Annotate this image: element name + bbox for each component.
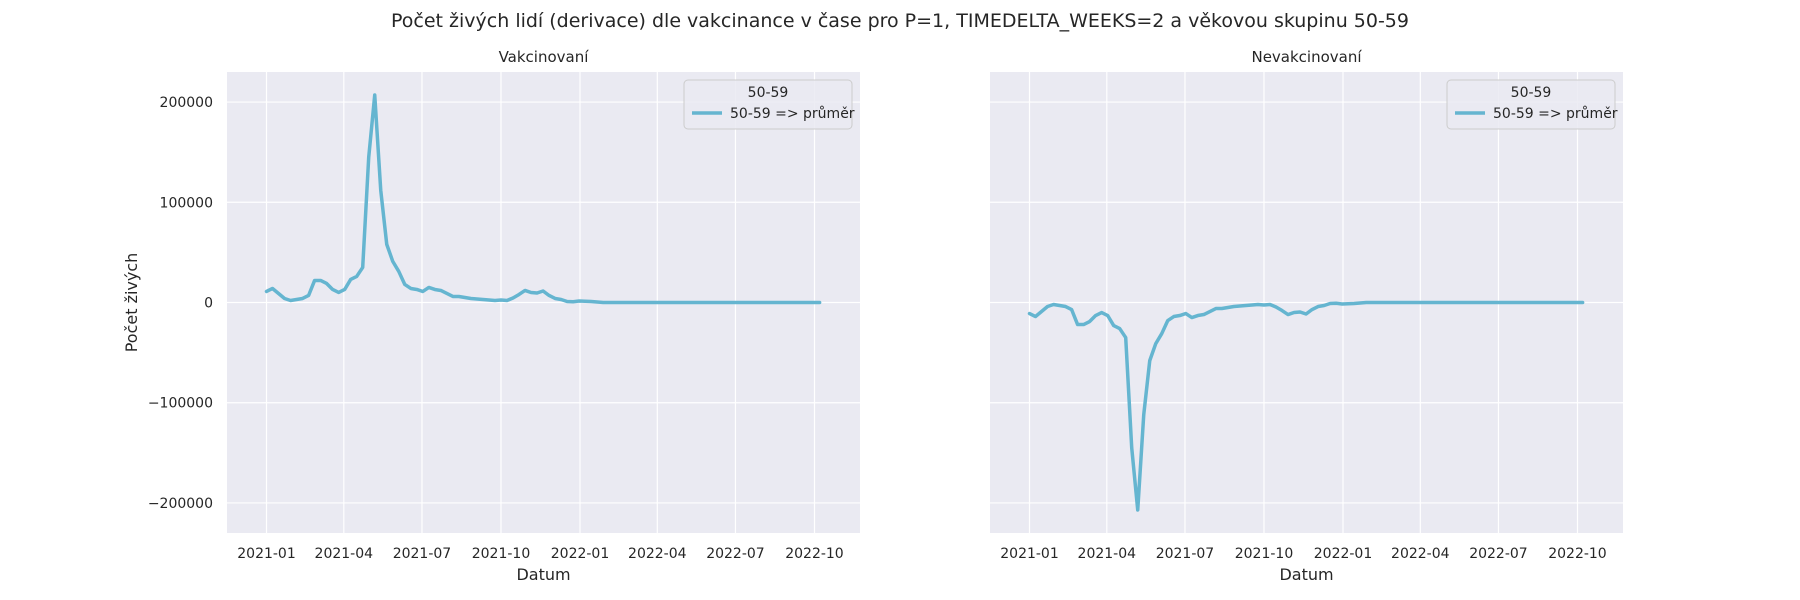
axes-title: Nevakcinovaní	[1251, 48, 1362, 66]
legend-box	[1446, 79, 1616, 130]
x-tick-label: 2021-04	[315, 546, 374, 562]
x-tick-label: 2021-07	[1156, 546, 1215, 562]
y-tick-label: 0	[204, 296, 213, 312]
x-tick-label: 2021-04	[1078, 546, 1137, 562]
legend: 50-59 50-59 => průměr	[683, 79, 855, 130]
x-tick-label: 2022-10	[785, 546, 844, 562]
x-tick-label: 2022-01	[1314, 546, 1373, 562]
x-axis-label: Datum	[516, 565, 570, 584]
series-line	[264, 93, 822, 305]
x-tick-label: 2022-10	[1548, 546, 1607, 562]
x-tick-label: 2022-01	[551, 546, 610, 562]
series-line	[1027, 300, 1585, 512]
legend-box	[683, 79, 853, 130]
legend: 50-59 50-59 => průměr	[1446, 79, 1618, 130]
x-tick-label: 2021-10	[1235, 546, 1294, 562]
legend-entry: 50-59 => průměr	[730, 106, 855, 122]
x-tick-label: 2021-01	[237, 546, 296, 562]
x-tick-label: 2021-07	[393, 546, 452, 562]
x-tick-label: 2022-07	[1469, 546, 1528, 562]
y-tick-label: −200000	[148, 496, 213, 512]
x-axis-label: Datum	[1279, 565, 1333, 584]
axes-title: Vakcinovaní	[499, 48, 590, 66]
figure-suptitle: Počet živých lidí (derivace) dle vakcina…	[391, 10, 1409, 32]
y-tick-label: 100000	[160, 195, 213, 211]
legend-title: 50-59	[748, 85, 789, 101]
x-tick-label: 2022-07	[706, 546, 765, 562]
legend-entry: 50-59 => průměr	[1493, 106, 1618, 122]
x-tick-label: 2021-01	[1000, 546, 1059, 562]
unvaccinated-panel: 2021-01 2021-04 2021-07 2021-10 2022-01 2022-…	[990, 48, 1623, 584]
vaccinated-panel: −200000 −100000 0 100000 200000 2021-01 2021-0…	[122, 48, 860, 584]
x-tick-label: 2021-10	[472, 546, 531, 562]
y-axis-label: Počet živých	[122, 253, 141, 353]
x-tick-label: 2022-04	[628, 546, 687, 562]
x-tick-label: 2022-04	[1391, 546, 1450, 562]
y-tick-label: −100000	[148, 396, 213, 412]
y-tick-label: 200000	[160, 95, 213, 111]
legend-title: 50-59	[1511, 85, 1552, 101]
